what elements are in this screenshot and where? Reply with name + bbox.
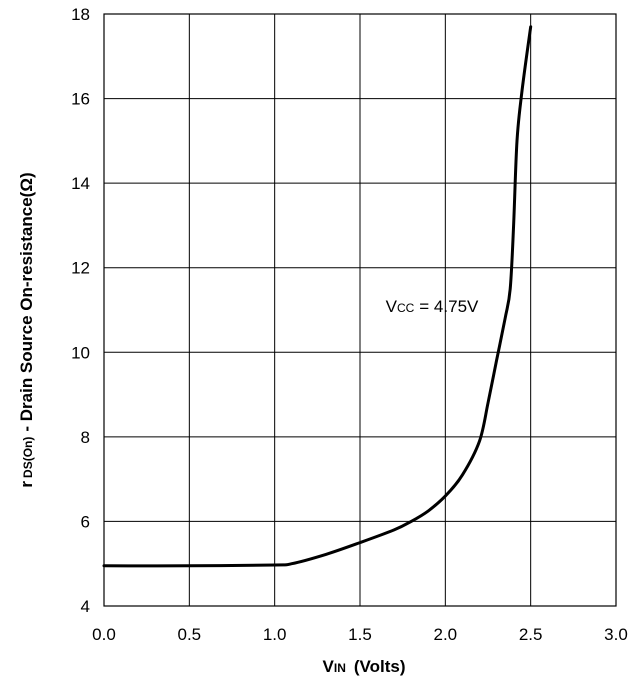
y-tick-label: 12	[71, 259, 90, 278]
x-axis-title: VIN (Volts)	[323, 657, 406, 676]
grid	[103, 13, 617, 607]
x-tick-label: 0.0	[92, 625, 116, 644]
y-tick-label: 16	[71, 90, 90, 109]
x-tick-label: 1.0	[263, 625, 287, 644]
y-tick-labels: 4 6 8 10 12 14 16 18	[71, 5, 90, 616]
x-tick-label: 1.5	[348, 625, 372, 644]
x-tick-label: 2.5	[519, 625, 543, 644]
annotation-vcc: VCC = 4.75V	[386, 297, 479, 316]
y-axis-title-sub: DS(On)	[21, 437, 35, 478]
x-tick-label: 0.5	[178, 625, 202, 644]
x-tick-label: 3.0	[604, 625, 628, 644]
y-tick-label: 18	[71, 5, 90, 24]
annotation-v: V	[386, 297, 398, 316]
y-axis-title: r DS(On) - Drain Source On-resistance(Ω)	[17, 172, 36, 487]
y-tick-label: 8	[81, 428, 90, 447]
x-tick-label: 2.0	[434, 625, 458, 644]
annotation-rest: = 4.75V	[419, 297, 479, 316]
annotation-sub: CC	[397, 301, 415, 315]
y-tick-label: 6	[81, 512, 90, 531]
x-axis-title-v: V	[323, 657, 335, 676]
y-axis-title-r: r	[17, 481, 36, 488]
x-tick-labels: 0.0 0.5 1.0 1.5 2.0 2.5 3.0	[92, 625, 628, 644]
x-axis-title-rest: (Volts)	[354, 657, 406, 676]
x-axis-title-sub: IN	[334, 661, 346, 675]
y-tick-label: 10	[71, 343, 90, 362]
y-axis-title-rest: - Drain Source On-resistance(Ω)	[17, 172, 36, 431]
plot-frame	[103, 13, 617, 607]
y-tick-label: 14	[71, 174, 90, 193]
series-line	[102, 25, 533, 568]
y-tick-label: 4	[81, 597, 90, 616]
